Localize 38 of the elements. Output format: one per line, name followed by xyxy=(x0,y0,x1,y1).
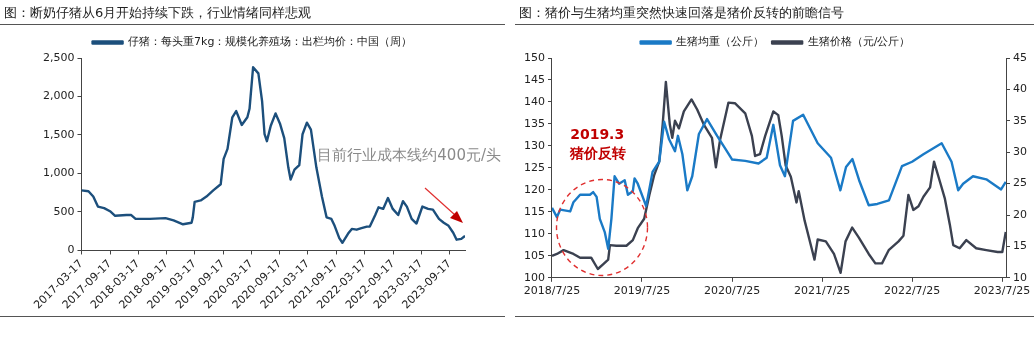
x-tick-label: 2020/7/25 xyxy=(703,284,761,298)
y2-tick-label: 40 xyxy=(1013,82,1027,96)
x-tick-label: 2018/7/25 xyxy=(523,284,581,298)
y-tick-label: 1,500 xyxy=(42,127,75,141)
y-tick-label: 140 xyxy=(524,94,545,108)
x-tick-label: 2019/7/25 xyxy=(613,284,671,298)
y2-tick-label: 10 xyxy=(1013,270,1027,284)
y2-tick-label: 15 xyxy=(1013,239,1027,253)
y-tick-label: 120 xyxy=(524,182,545,196)
y-tick-label: 2,500 xyxy=(42,50,75,64)
chart-title: 图：猪价与生猪均重突然快速回落是猪价反转的前瞻信号 xyxy=(515,0,1034,25)
y-tick-label: 1,000 xyxy=(42,166,75,180)
legend-label: 生猪均重（公斤） xyxy=(676,35,765,49)
y-tick-label: 150 xyxy=(524,50,545,64)
y-tick-label: 135 xyxy=(524,116,545,130)
y-tick-label: 115 xyxy=(524,204,545,218)
y2-tick-label: 20 xyxy=(1013,207,1027,221)
y2-tick-label: 35 xyxy=(1013,113,1027,127)
y-tick-label: 0 xyxy=(67,243,75,257)
x-tick-label: 2022/7/25 xyxy=(883,284,941,298)
legend-label: 生猪价格（元/公斤） xyxy=(807,35,911,49)
y-tick-label: 105 xyxy=(524,248,545,262)
y-tick-label: 110 xyxy=(524,226,545,240)
y-tick-label: 145 xyxy=(524,72,545,86)
y-tick-label: 130 xyxy=(524,138,545,152)
y-tick-label: 125 xyxy=(524,160,545,174)
y-tick-label: 500 xyxy=(53,204,75,218)
chart-title: 图：断奶仔猪从6月开始持续下跌，行业情绪同样悲观 xyxy=(0,0,505,25)
annotation: 目前行业成本线约400元/头 xyxy=(317,145,501,164)
y2-tick-label: 25 xyxy=(1013,176,1027,190)
x-tick-label: 2023/7/25 xyxy=(973,284,1031,298)
x-tick-label: 2021/7/25 xyxy=(793,284,851,298)
y2-tick-label: 45 xyxy=(1013,50,1027,64)
y-tick-label: 2,000 xyxy=(42,89,75,103)
legend-label: 仔猪：每头重7kg：规模化养殖场：出栏均价：中国（周） xyxy=(128,35,413,49)
y2-tick-label: 30 xyxy=(1013,145,1027,159)
y-tick-label: 100 xyxy=(524,270,545,284)
annotation: 2019.3 猪价反转 xyxy=(569,125,627,161)
